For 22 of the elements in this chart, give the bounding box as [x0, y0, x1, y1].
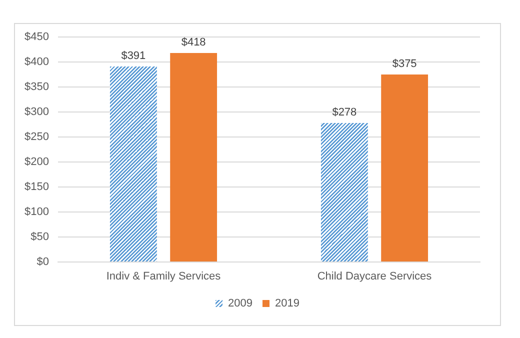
y-tick-label: $450 [24, 31, 49, 44]
y-tick-label: $250 [24, 131, 49, 144]
y-tick-label: $100 [24, 206, 49, 218]
data-label: $375 [392, 58, 417, 70]
y-tick-label: $350 [24, 81, 49, 94]
y-tick-label: $300 [24, 106, 49, 118]
bar [381, 74, 428, 262]
legend-label: 2009 [228, 298, 253, 310]
bar [170, 53, 218, 262]
x-tick-label: Indiv & Family Services [106, 270, 222, 283]
bar [110, 66, 157, 262]
y-tick-label: $400 [24, 56, 49, 68]
y-tick-label: $200 [24, 156, 49, 168]
legend-label: 2019 [275, 298, 300, 310]
data-label: $391 [121, 50, 146, 62]
y-tick-label: $0 [36, 256, 49, 268]
x-tick-label: Child Daycare Services [317, 270, 432, 283]
data-label: $418 [181, 36, 206, 49]
y-tick-label: $50 [30, 231, 49, 244]
y-tick-label: $150 [24, 181, 49, 194]
bar [320, 123, 368, 262]
data-label: $278 [332, 106, 357, 119]
